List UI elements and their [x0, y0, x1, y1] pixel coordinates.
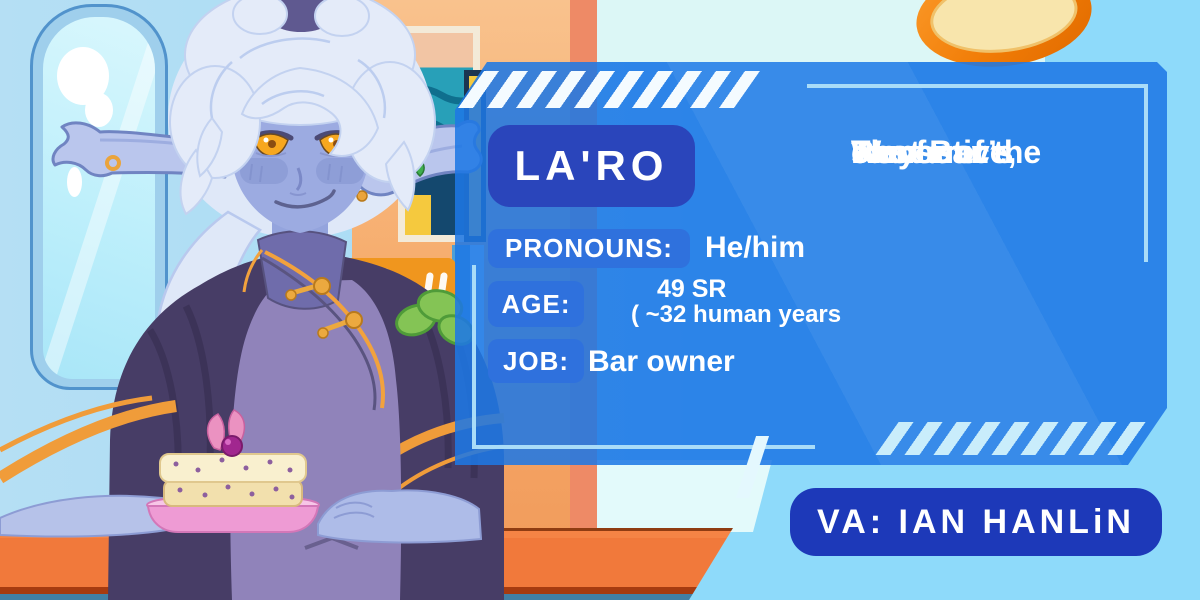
- arched-window-icon: [30, 4, 168, 390]
- inner-border-bottom-left: [472, 265, 815, 449]
- card-top-stripes: [458, 71, 760, 108]
- job-value: Bar owner: [588, 345, 735, 378]
- description-line: The suave,: [851, 134, 1017, 170]
- description-line: sarcastic: [851, 134, 990, 170]
- age-value-line1: 49 SR: [657, 275, 727, 303]
- description-line: owner of the: [851, 134, 1042, 170]
- job-label: JOB:: [488, 339, 584, 383]
- pronouns-label: PRONOUNS:: [488, 229, 690, 268]
- card-bottom-stripes: [875, 422, 1149, 455]
- cloud-icon: [67, 167, 82, 197]
- description-line: Rest Bar.: [851, 134, 990, 170]
- inner-border-top-right: [807, 84, 1148, 262]
- name-badge: LA'RO: [488, 125, 695, 207]
- pronouns-value: He/him: [705, 231, 806, 264]
- age-label: AGE:: [488, 281, 584, 327]
- description-line: Wayfarer’s: [851, 134, 1014, 170]
- voice-actor-badge: VA: IAN HANLiN: [790, 488, 1162, 556]
- character-card: LA'RO PRONOUNS: He/him AGE: 49 SR ( ~32 …: [455, 62, 1167, 465]
- character-name: LA'RO: [514, 142, 669, 189]
- age-value-line2: ( ~32 human years: [631, 301, 842, 328]
- character-portrait: [0, 0, 505, 600]
- window-pane: [43, 17, 155, 379]
- voice-actor-credit: VA: IAN HANLiN: [817, 502, 1135, 541]
- cloud-icon: [85, 93, 113, 127]
